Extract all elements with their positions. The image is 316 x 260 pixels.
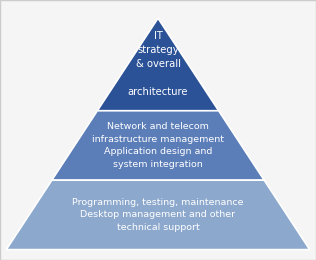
Text: IT
strategy
& overall

architecture: IT strategy & overall architecture [128,31,188,98]
Text: Programming, testing, maintenance
Desktop management and other
technical support: Programming, testing, maintenance Deskto… [72,198,244,232]
Polygon shape [52,111,264,180]
Text: Network and telecom
infrastructure management
Application design and
system inte: Network and telecom infrastructure manag… [92,122,224,169]
Polygon shape [97,18,219,111]
Polygon shape [6,180,310,250]
